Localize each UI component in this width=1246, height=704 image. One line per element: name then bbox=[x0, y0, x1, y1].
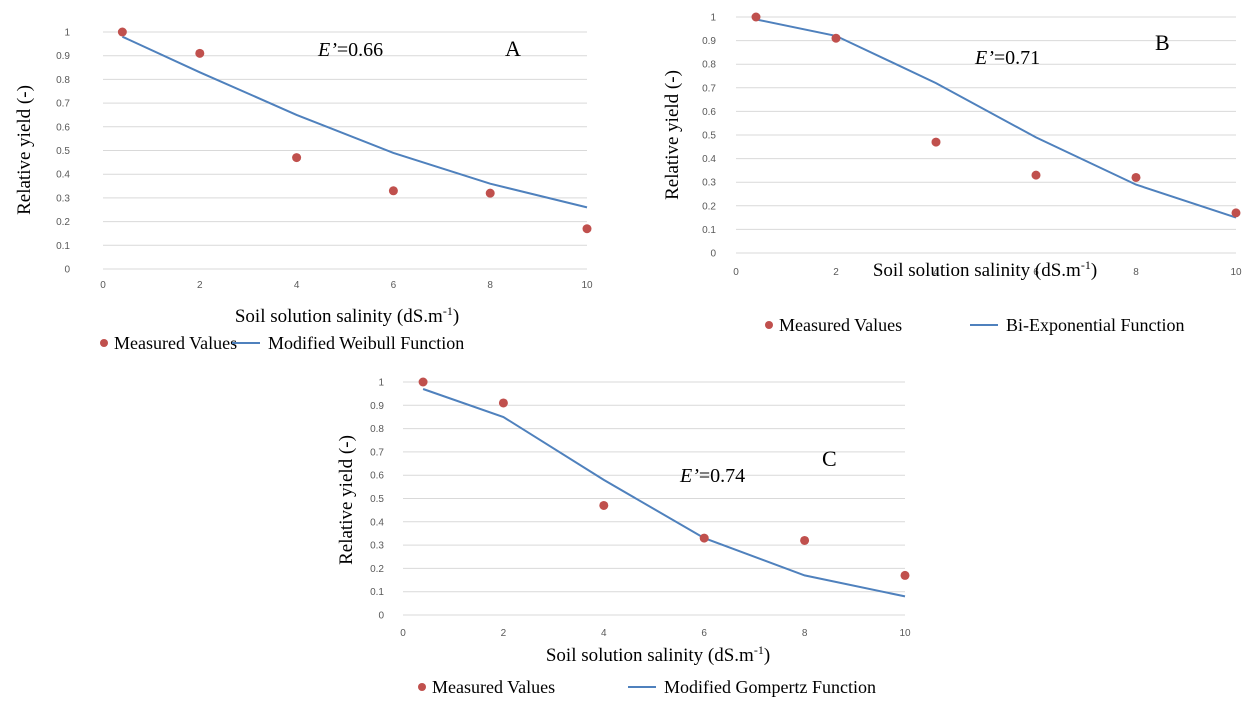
data-point-measured bbox=[117, 27, 127, 37]
x-tick-label: 0 bbox=[400, 628, 406, 639]
series-line-fitted-function bbox=[422, 388, 906, 598]
y-tick-label: 0.7 bbox=[370, 447, 384, 458]
chart-panel-b: 00.10.20.30.40.50.60.70.80.910 2 4 6 8 10Rela… bbox=[662, 12, 1242, 335]
data-point-measured bbox=[800, 535, 810, 545]
y-tick-label: 0.7 bbox=[56, 99, 70, 110]
x-tick-label: 6 bbox=[1033, 267, 1039, 278]
y-tick-label: 0.9 bbox=[56, 51, 70, 62]
y-tick-label: 0.9 bbox=[370, 401, 384, 412]
y-tick-label: 0.3 bbox=[702, 178, 716, 189]
legend-label-measured: Measured Values bbox=[432, 677, 555, 697]
legend-marker-measured bbox=[100, 339, 108, 347]
y-tick-label: 0 bbox=[378, 611, 384, 622]
y-tick-label: 0.9 bbox=[702, 36, 716, 47]
y-tick-label: 0.4 bbox=[702, 154, 716, 165]
x-tick-label: 8 bbox=[802, 628, 808, 639]
x-tick-label: 10 bbox=[899, 628, 911, 639]
y-tick-label: 0.8 bbox=[56, 75, 70, 86]
y-tick-label: 0.2 bbox=[370, 564, 384, 575]
y-tick-label: 1 bbox=[64, 28, 70, 39]
x-tick-label: 8 bbox=[1133, 267, 1139, 278]
data-point-measured bbox=[388, 186, 398, 196]
legend-label-measured: Measured Values bbox=[114, 333, 237, 353]
legend-marker-measured bbox=[765, 321, 773, 329]
data-point-measured bbox=[418, 377, 428, 387]
y-tick-label: 0.2 bbox=[702, 201, 716, 212]
data-point-measured bbox=[292, 153, 302, 163]
x-tick-label: 10 bbox=[581, 280, 593, 291]
x-tick-label: 8 bbox=[487, 280, 493, 291]
y-tick-label: 0.6 bbox=[370, 471, 384, 482]
x-tick-label: 2 bbox=[833, 267, 839, 278]
x-tick-label: 6 bbox=[701, 628, 707, 639]
panel-letter: C bbox=[822, 446, 837, 471]
legend-label-measured: Measured Values bbox=[779, 315, 902, 335]
y-axis-title: Relative yield (-) bbox=[662, 70, 683, 200]
y-tick-label: 0.8 bbox=[370, 424, 384, 435]
x-tick-label: 4 bbox=[933, 267, 939, 278]
x-axis-title: Soil solution salinity (dS.m-1) bbox=[873, 258, 1097, 281]
panel-letter: A bbox=[505, 36, 521, 61]
data-point-measured bbox=[582, 224, 592, 234]
data-point-measured bbox=[485, 188, 495, 198]
legend-label-function: Modified Gompertz Function bbox=[664, 677, 876, 697]
chart-panel-a: 00.10.20.30.40.50.60.70.80.910 2 4 6 8 10Rela… bbox=[14, 27, 593, 353]
x-tick-label: 2 bbox=[197, 280, 203, 291]
data-point-measured bbox=[900, 570, 910, 580]
y-tick-label: 0.3 bbox=[56, 193, 70, 204]
y-tick-label: 0.1 bbox=[370, 587, 384, 598]
series-line-fitted-function bbox=[121, 35, 588, 209]
y-tick-label: 1 bbox=[378, 378, 384, 389]
x-tick-label: 6 bbox=[391, 280, 397, 291]
data-point-measured bbox=[498, 398, 508, 408]
data-point-measured bbox=[599, 500, 609, 510]
x-tick-label: 0 bbox=[733, 267, 739, 278]
x-tick-label: 0 bbox=[100, 280, 106, 291]
y-tick-label: 0.1 bbox=[702, 225, 716, 236]
y-tick-label: 0.3 bbox=[370, 541, 384, 552]
data-point-measured bbox=[831, 33, 841, 43]
efficiency-annotation: E’=0.71 bbox=[974, 47, 1040, 69]
data-point-measured bbox=[1231, 208, 1241, 218]
efficiency-annotation: E’=0.74 bbox=[679, 465, 745, 487]
y-tick-label: 0.4 bbox=[56, 170, 70, 181]
y-tick-label: 0.8 bbox=[702, 60, 716, 71]
legend-label-function: Modified Weibull Function bbox=[268, 333, 464, 353]
y-tick-label: 0.1 bbox=[56, 241, 70, 252]
x-axis-title: Soil solution salinity (dS.m-1) bbox=[235, 304, 459, 327]
legend-marker-measured bbox=[418, 683, 426, 691]
data-point-measured bbox=[195, 48, 205, 58]
chart-panel-c: 00.10.20.30.40.50.60.70.80.910 2 4 6 8 10Rela… bbox=[336, 377, 911, 697]
data-point-measured bbox=[1131, 172, 1141, 182]
y-tick-label: 0.7 bbox=[702, 83, 716, 94]
data-point-measured bbox=[751, 12, 761, 22]
x-tick-label: 4 bbox=[601, 628, 607, 639]
efficiency-annotation: E’=0.66 bbox=[317, 39, 383, 61]
y-tick-label: 0.2 bbox=[56, 217, 70, 228]
data-point-measured bbox=[699, 533, 709, 543]
y-axis-title: Relative yield (-) bbox=[336, 435, 357, 565]
y-tick-label: 0.5 bbox=[370, 494, 384, 505]
y-axis-title: Relative yield (-) bbox=[14, 85, 35, 215]
x-tick-label: 2 bbox=[501, 628, 507, 639]
panel-letter: B bbox=[1155, 30, 1170, 55]
y-tick-label: 0.4 bbox=[370, 517, 384, 528]
x-axis-title: Soil solution salinity (dS.m-1) bbox=[546, 643, 770, 666]
x-tick-label: 10 bbox=[1230, 267, 1242, 278]
y-tick-label: 1 bbox=[710, 13, 716, 24]
data-point-measured bbox=[1031, 170, 1041, 180]
x-tick-label: 4 bbox=[294, 280, 300, 291]
legend-label-function: Bi-Exponential Function bbox=[1006, 315, 1184, 335]
y-tick-label: 0 bbox=[64, 265, 70, 276]
series-line-fitted-function bbox=[755, 18, 1237, 219]
y-tick-label: 0.5 bbox=[56, 146, 70, 157]
y-tick-label: 0.6 bbox=[56, 122, 70, 133]
data-point-measured bbox=[931, 137, 941, 147]
y-tick-label: 0.5 bbox=[702, 131, 716, 142]
y-tick-label: 0 bbox=[710, 249, 716, 260]
y-tick-label: 0.6 bbox=[702, 107, 716, 118]
